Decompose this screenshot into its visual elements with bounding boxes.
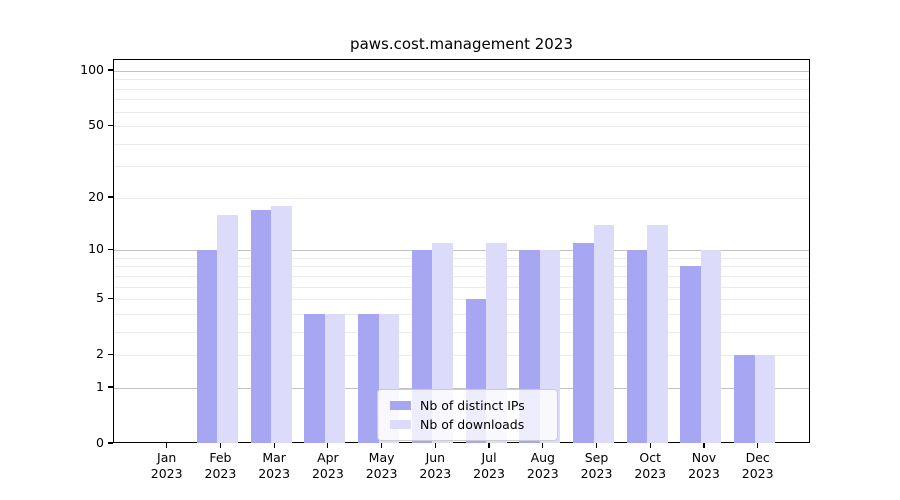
y-gridline-minor — [114, 299, 809, 301]
x-tick-mark — [381, 443, 383, 448]
bar-downloads — [700, 250, 722, 443]
y-tick-mark — [108, 69, 113, 71]
bar-distinct-ips — [358, 313, 379, 443]
x-tick-label: Nov 2023 — [688, 450, 720, 481]
y-gridline-minor — [114, 266, 809, 268]
y-tick-label: 1 — [96, 378, 104, 394]
y-gridline-minor — [114, 79, 809, 81]
y-tick-mark — [108, 196, 113, 198]
y-gridline-minor — [114, 166, 809, 168]
y-gridline-minor — [114, 111, 809, 113]
y-gridline-minor — [114, 355, 809, 357]
bar-downloads — [754, 355, 776, 443]
y-gridline-major — [114, 250, 809, 252]
x-tick-label: Apr 2023 — [311, 450, 344, 481]
y-tick-label: 20 — [88, 188, 104, 204]
y-tick-mark — [108, 124, 113, 126]
x-tick-label: Mar 2023 — [258, 450, 291, 481]
bar-downloads — [324, 313, 346, 443]
x-tick-mark — [273, 443, 275, 448]
legend-swatch-downloads — [390, 420, 411, 429]
bar-downloads — [271, 206, 292, 443]
y-gridline-minor — [114, 126, 809, 128]
x-tick-mark — [166, 443, 168, 448]
plot-area — [113, 59, 810, 443]
legend-item-downloads: Nb of downloads — [386, 417, 549, 432]
y-tick-mark — [108, 442, 113, 444]
y-tick-label: 100 — [80, 61, 104, 77]
x-tick-label: Aug 2023 — [526, 450, 559, 481]
bar-distinct-ips — [734, 355, 755, 443]
y-gridline-minor — [114, 275, 809, 277]
y-tick-mark — [108, 353, 113, 355]
y-gridline-minor — [114, 143, 809, 145]
y-gridline-minor — [114, 257, 809, 259]
x-tick-label: Sep 2023 — [580, 450, 613, 481]
bar-distinct-ips — [304, 313, 325, 443]
x-tick-mark — [595, 443, 598, 448]
legend-label-downloads: Nb of downloads — [420, 417, 525, 432]
y-tick-mark — [108, 386, 113, 388]
y-tick-label: 0 — [96, 435, 104, 450]
y-tick-mark — [108, 248, 113, 250]
y-gridline-minor — [114, 99, 809, 101]
x-tick-label: May 2023 — [365, 450, 398, 481]
x-tick-label: Jan 2023 — [150, 450, 183, 481]
y-gridline-minor — [114, 331, 809, 333]
bar-distinct-ips — [680, 266, 701, 443]
x-tick-mark — [488, 443, 490, 448]
y-gridline-minor — [114, 286, 809, 288]
y-tick-label: 50 — [88, 117, 104, 133]
x-tick-mark — [219, 443, 221, 448]
bar-distinct-ips — [250, 210, 272, 443]
bar-downloads — [593, 225, 615, 443]
y-gridline-minor — [114, 88, 809, 90]
bar-distinct-ips — [626, 250, 648, 443]
x-tick-mark — [327, 443, 329, 448]
x-tick-mark — [757, 443, 759, 448]
legend-label-distinct-ips: Nb of distinct IPs — [420, 398, 525, 413]
y-tick-mark — [108, 297, 113, 299]
x-tick-mark — [649, 443, 651, 448]
x-tick-mark — [542, 443, 544, 448]
bar-downloads — [647, 225, 668, 443]
x-tick-label: Oct 2023 — [634, 450, 667, 481]
chart-title: paws.cost.management 2023 — [350, 35, 573, 53]
y-tick-label: 5 — [96, 290, 104, 306]
y-gridline-major — [114, 70, 809, 72]
bar-distinct-ips — [196, 250, 218, 443]
x-tick-label: Dec 2023 — [741, 450, 774, 481]
x-tick-label: Feb 2023 — [204, 450, 237, 481]
legend: Nb of distinct IPs Nb of downloads — [377, 389, 558, 441]
y-gridline-minor — [114, 197, 809, 199]
x-tick-label: Jun 2023 — [419, 450, 452, 481]
bar-downloads — [217, 215, 238, 443]
y-gridline-minor — [114, 313, 809, 315]
y-tick-label: 2 — [96, 346, 104, 362]
x-tick-mark — [434, 443, 436, 448]
bar-distinct-ips — [573, 243, 594, 443]
y-gridline-major — [114, 387, 809, 389]
legend-swatch-distinct-ips — [390, 401, 411, 410]
x-tick-label: Jul 2023 — [473, 450, 505, 481]
x-tick-mark — [703, 443, 705, 448]
legend-item-distinct-ips: Nb of distinct IPs — [386, 398, 549, 413]
y-tick-label: 10 — [88, 241, 104, 257]
